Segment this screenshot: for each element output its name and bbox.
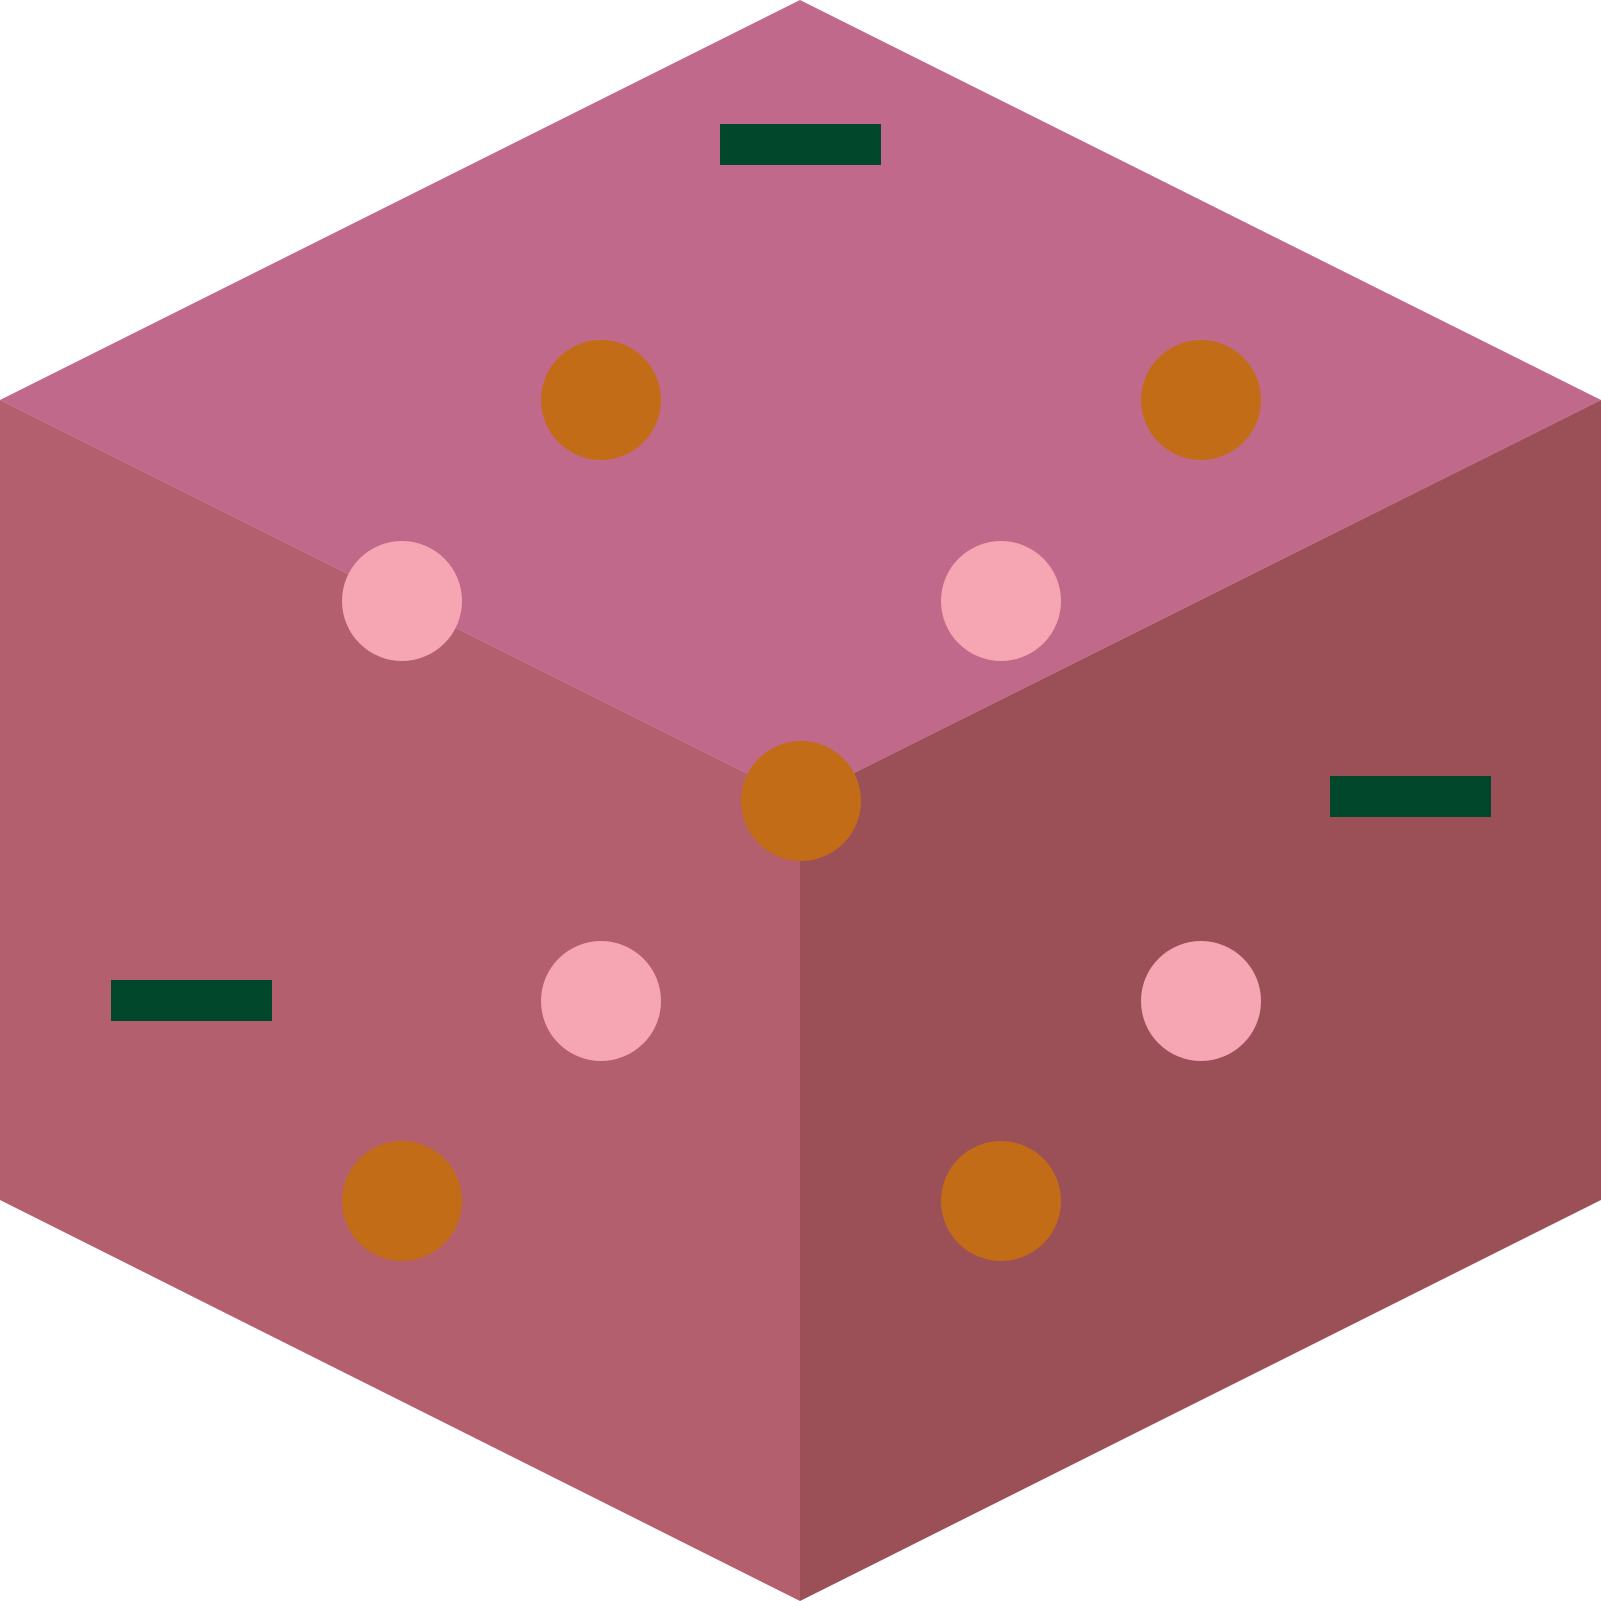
pink-dot	[541, 941, 661, 1061]
orange-dot	[541, 340, 661, 460]
orange-dot	[342, 1141, 462, 1261]
orange-dot	[941, 1141, 1061, 1261]
green-bar-left	[111, 980, 272, 1021]
orange-dot	[1141, 340, 1261, 460]
cube-left-face	[0, 400, 800, 1601]
orange-dot	[741, 741, 861, 861]
pink-dot	[941, 541, 1061, 661]
green-bar-top	[720, 124, 881, 165]
pink-dot	[1141, 941, 1261, 1061]
green-bar-right	[1330, 776, 1491, 817]
pink-dot	[342, 541, 462, 661]
